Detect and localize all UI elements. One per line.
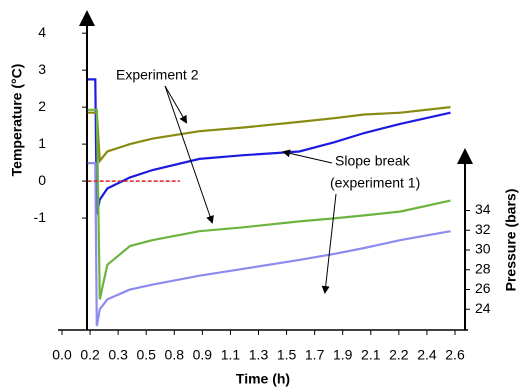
x-tick-label: 1.3 — [249, 347, 269, 363]
y2-title: Pressure (bars) — [503, 189, 519, 292]
y2-tick-label: 24 — [475, 300, 491, 316]
y2-tick-label: 34 — [475, 201, 491, 217]
series-line — [87, 162, 451, 327]
y-tick-label: 0 — [38, 172, 46, 188]
y-tick-label: 2 — [38, 98, 46, 114]
x-tick-label: 2.2 — [389, 347, 409, 363]
x-tick-label: 0.9 — [193, 347, 213, 363]
x-tick-label: 2.4 — [417, 347, 437, 363]
x-tick-label: 2.1 — [361, 347, 381, 363]
y-tick-label: -1 — [34, 209, 47, 225]
x-tick-label: 0.5 — [136, 347, 156, 363]
x-tick-label: 0.3 — [108, 347, 128, 363]
series-line — [87, 108, 451, 300]
x-tick-label: 0.8 — [165, 347, 185, 363]
annotation: (experiment 1) — [330, 175, 420, 191]
y-title: Temperature (°C) — [9, 64, 25, 177]
y2-tick-label: 28 — [475, 260, 491, 276]
y-tick-label: 3 — [38, 61, 46, 77]
arrows — [164, 85, 337, 294]
x-tick-label: 1.7 — [305, 347, 325, 363]
annotation: Slope break — [335, 153, 411, 169]
series-line — [87, 78, 451, 215]
y2-tick-label: 30 — [475, 241, 491, 257]
x-tick-label: 0.0 — [52, 347, 72, 363]
y2-tick-label: 26 — [475, 280, 491, 296]
y-tick-label: 1 — [38, 135, 46, 151]
x-tick-label: 1.1 — [221, 347, 241, 363]
x-tick-label: 0.2 — [80, 347, 100, 363]
y-tick-label: 4 — [38, 24, 46, 40]
x-tick-label: 1.5 — [277, 347, 297, 363]
plot — [87, 78, 451, 327]
x-title: Time (h) — [236, 371, 290, 387]
x-tick-label: 2.6 — [445, 347, 465, 363]
x-tick-label: 1.9 — [333, 347, 353, 363]
y2-tick-label: 32 — [475, 221, 491, 237]
annotation: Experiment 2 — [116, 67, 199, 83]
